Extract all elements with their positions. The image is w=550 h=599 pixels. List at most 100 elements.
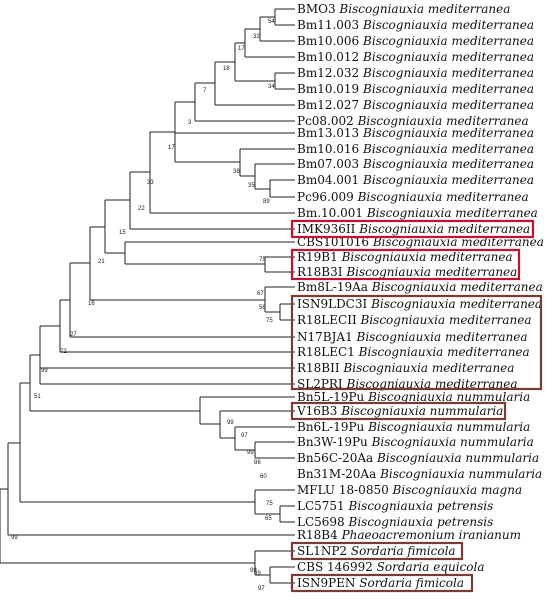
taxon-code: R18LEC1 xyxy=(297,345,359,359)
support-value: 99 xyxy=(11,535,18,541)
taxon-species: Phaeoacremonium iranianum xyxy=(341,528,521,542)
support-value: 27 xyxy=(70,332,77,338)
support-value: 97 xyxy=(241,433,248,439)
taxon-code: Bm12.027 xyxy=(297,98,363,112)
taxon-label: R18LECII Biscogniauxia mediterranea xyxy=(297,313,532,327)
taxon-species: Biscogniauxia mediterranea xyxy=(345,265,517,279)
highlight-box-imk936ii xyxy=(290,219,535,239)
taxon-code: R18B3I xyxy=(297,265,346,279)
taxon-label: CBS 146992 Sordaria equicola xyxy=(297,560,485,574)
taxon-label: IMK936II Biscogniauxia mediterranea xyxy=(297,222,530,236)
taxon-species: Sordaria equicola xyxy=(377,560,485,574)
taxon-label: Bn6L-19Pu Biscogniauxia nummularia xyxy=(297,420,530,434)
support-value: 22 xyxy=(138,206,145,212)
taxon-species: Biscogniauxia mediterranea xyxy=(358,222,530,236)
taxon-label: Bm.10.001 Biscogniauxia mediterranea xyxy=(297,206,538,220)
taxon-label: Bm12.027 Biscogniauxia mediterranea xyxy=(297,98,534,112)
support-value: 32 xyxy=(253,34,260,40)
support-value: 72 xyxy=(60,349,67,355)
taxon-species: Biscogniauxia mediterranea xyxy=(362,173,534,187)
support-value: 89 xyxy=(263,199,270,205)
taxon-species: Biscogniauxia magna xyxy=(392,483,523,497)
support-value: 38 xyxy=(233,169,240,175)
taxon-species: Biscogniauxia mediterranea xyxy=(346,377,518,391)
taxon-species: Biscogniauxia mediterranea xyxy=(358,345,530,359)
taxon-species: Biscogniauxia mediterranea xyxy=(372,235,544,249)
taxon-code: Bn56C-20Aa xyxy=(297,451,377,465)
taxon-code: V16B3 xyxy=(296,404,341,418)
taxon-label: Bm8L-19Aa Biscogniauxia mediterranea xyxy=(297,280,543,294)
taxon-species: Biscogniauxia nummularia xyxy=(367,420,530,434)
highlight-boxes xyxy=(290,219,543,593)
support-value: 67 xyxy=(257,291,264,297)
taxon-code: Bm12.032 xyxy=(297,66,363,80)
taxon-code: LC5698 xyxy=(297,515,349,529)
taxon-species: Sordaria fimicola xyxy=(359,576,464,590)
support-value: 99 xyxy=(250,568,257,574)
taxon-label: Bn56C-20Aa Biscogniauxia nummularia xyxy=(297,451,539,465)
support-value: 60 xyxy=(260,474,267,480)
taxon-species: Biscogniauxia mediterranea xyxy=(356,330,528,344)
taxon-code: Bn5L-19Pu xyxy=(297,390,368,404)
taxon-species: Biscogniauxia mediterranea xyxy=(362,157,534,171)
taxon-species: Biscogniauxia petrensis xyxy=(348,499,494,513)
taxon-label: Pc08.002 Biscogniauxia mediterranea xyxy=(297,114,529,128)
taxon-label: BMO3 Biscogniauxia mediterranea xyxy=(297,2,510,16)
taxon-species: Biscogniauxia mediterranea xyxy=(371,280,543,294)
taxon-code: Bn6L-19Pu xyxy=(297,420,368,434)
taxon-species: Biscogniauxia mediterranea xyxy=(362,34,534,48)
support-value: 54 xyxy=(268,19,275,25)
taxon-code: Bm10.006 xyxy=(297,34,363,48)
taxon-code: LC5751 xyxy=(297,499,349,513)
support-value: 18 xyxy=(223,66,230,72)
taxon-species: Biscogniauxia mediterranea xyxy=(342,361,514,375)
support-value: 16 xyxy=(88,301,95,307)
taxon-code: Bm07.003 xyxy=(297,157,363,171)
taxon-species: Biscogniauxia nummularia xyxy=(371,435,534,449)
support-value: 33 xyxy=(147,180,154,186)
taxon-label: ISN9PEN Sordaria fimicola xyxy=(297,576,464,590)
taxon-label: Bn3W-19Pu Biscogniauxia nummularia xyxy=(297,435,534,449)
taxon-species: Biscogniauxia mediterranea xyxy=(362,82,534,96)
taxon-code: Bm04.001 xyxy=(297,173,363,187)
tree-branches xyxy=(0,8,295,584)
support-value: 56 xyxy=(259,305,266,311)
taxon-species: Biscogniauxia mediterranea xyxy=(362,98,534,112)
taxon-species: Sordaria fimicola xyxy=(351,544,456,558)
taxon-label: LC5698 Biscogniauxia petrensis xyxy=(297,515,493,529)
taxon-code: SL1NP2 xyxy=(297,544,351,558)
taxon-code: IMK936II xyxy=(297,222,359,236)
highlight-box-isn9pen xyxy=(290,573,474,593)
support-value: 75 xyxy=(266,318,273,324)
highlight-box-r19b1-r18b3i xyxy=(290,248,521,281)
taxon-code: Bm10.016 xyxy=(297,142,363,156)
taxon-code: R19B1 xyxy=(297,250,342,264)
taxon-label: Bm04.001 Biscogniauxia mediterranea xyxy=(297,173,534,187)
taxon-code: CBS101016 xyxy=(297,235,373,249)
taxon-label: ISN9LDC3I Biscogniauxia mediterranea xyxy=(297,297,542,311)
support-value: 97 xyxy=(258,586,265,592)
taxon-code: Bm.10.001 xyxy=(297,206,367,220)
taxon-label: Bm10.016 Biscogniauxia mediterranea xyxy=(297,142,534,156)
support-value: 99 xyxy=(254,571,261,577)
support-value: 99 xyxy=(41,368,48,374)
support-value: 51 xyxy=(34,394,41,400)
taxon-label: N17BJA1 Biscogniauxia mediterranea xyxy=(297,330,528,344)
taxon-label: SL2PRI Biscogniauxia mediterranea xyxy=(297,377,518,391)
taxon-species: Biscogniauxia nummularia xyxy=(376,451,539,465)
taxon-label: R18BII Biscogniauxia mediterranea xyxy=(297,361,514,375)
taxon-label: Bm10.012 Biscogniauxia mediterranea xyxy=(297,50,534,64)
taxon-species: Biscogniauxia nummularia xyxy=(367,390,530,404)
taxon-label: R18B4 Phaeoacremonium iranianum xyxy=(297,528,521,542)
support-value: 17 xyxy=(168,145,175,151)
taxon-labels: BMO3 Biscogniauxia mediterranea Bm11.003 … xyxy=(296,2,544,590)
taxon-label: R18B3I Biscogniauxia mediterranea xyxy=(297,265,517,279)
taxon-code: Bn3W-19Pu xyxy=(297,435,372,449)
support-value: 15 xyxy=(119,230,126,236)
taxon-code: ISN9LDC3I xyxy=(297,297,371,311)
taxon-species: Biscogniauxia mediterranea xyxy=(362,66,534,80)
taxon-code: Bn31M-20Aa xyxy=(297,467,380,481)
taxon-code: ISN9PEN xyxy=(297,576,359,590)
